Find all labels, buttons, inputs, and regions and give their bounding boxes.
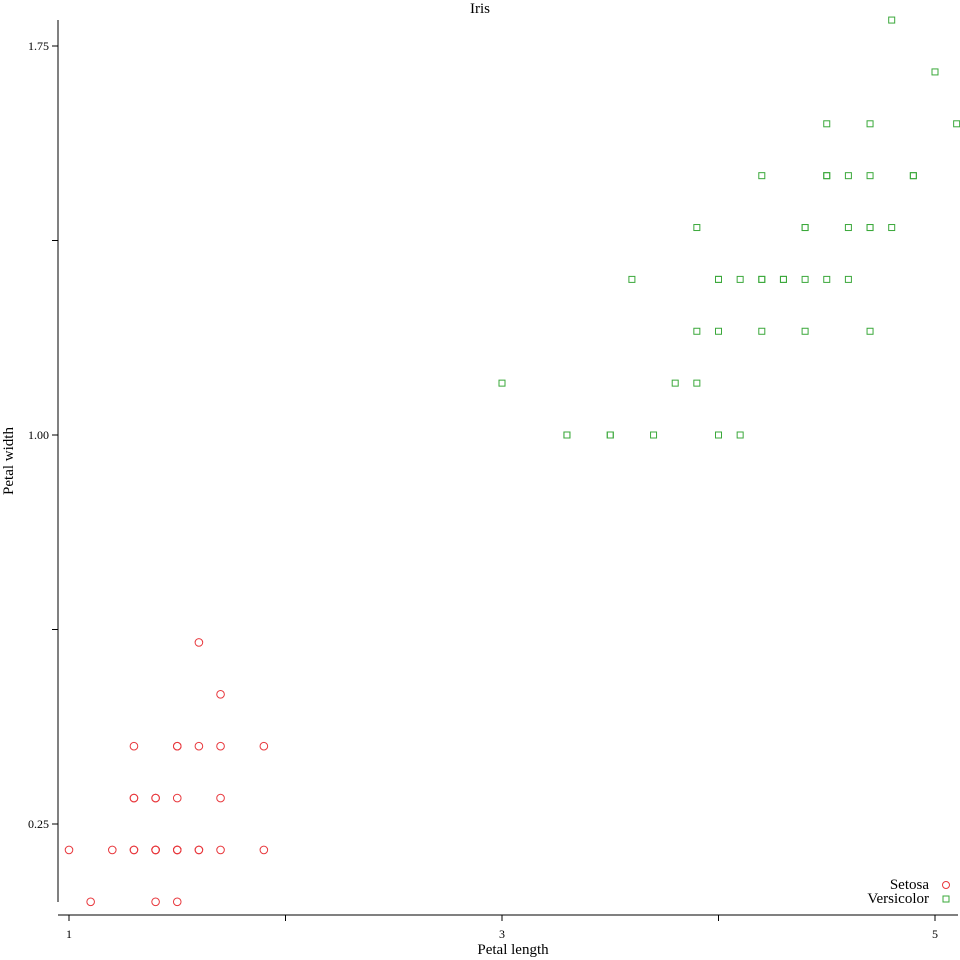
- point-setosa: [151, 793, 160, 803]
- point-versicolor: [715, 275, 722, 283]
- point-versicolor: [953, 120, 960, 128]
- x-axis-ticks: 1 3 5: [66, 915, 938, 941]
- point-versicolor: [758, 275, 766, 283]
- point-setosa: [151, 845, 160, 855]
- y-tick-label: 0.25: [28, 817, 49, 831]
- point-setosa: [194, 638, 204, 647]
- point-versicolor: [563, 431, 571, 439]
- data-points: [64, 16, 960, 907]
- point-setosa: [216, 793, 225, 803]
- point-setosa: [129, 845, 139, 855]
- point-versicolor: [823, 172, 831, 180]
- point-setosa: [86, 897, 95, 907]
- point-versicolor: [715, 431, 722, 439]
- point-versicolor: [758, 327, 766, 335]
- point-versicolor: [671, 379, 679, 387]
- point-versicolor: [715, 275, 722, 283]
- point-versicolor: [779, 275, 787, 283]
- y-tick-label: 1.75: [28, 39, 49, 53]
- point-versicolor: [779, 275, 787, 283]
- point-setosa: [172, 793, 182, 803]
- point-versicolor: [758, 275, 766, 283]
- x-tick-label: 5: [932, 927, 938, 941]
- x-axis-label: Petal length: [477, 942, 549, 958]
- point-versicolor: [888, 224, 896, 232]
- point-versicolor: [758, 172, 766, 180]
- x-tick-label: 3: [499, 927, 505, 941]
- point-versicolor: [693, 224, 701, 232]
- point-versicolor: [801, 327, 809, 335]
- point-versicolor: [693, 327, 701, 335]
- x-axis: 1 3 5: [58, 914, 958, 941]
- legend-label-versicolor: Versicolor: [867, 891, 929, 907]
- point-setosa: [216, 741, 225, 751]
- point-versicolor: [606, 431, 614, 439]
- y-axis-ticks: 0.25 1.00 1.75: [28, 39, 58, 831]
- chart-title: Iris: [470, 1, 490, 17]
- point-versicolor: [866, 120, 874, 128]
- point-versicolor: [801, 224, 809, 232]
- point-versicolor: [909, 172, 917, 180]
- point-versicolor: [888, 16, 896, 24]
- point-setosa: [194, 845, 204, 855]
- point-setosa: [129, 793, 139, 803]
- point-setosa: [259, 845, 269, 855]
- y-axis: 0.25 1.00 1.75: [28, 20, 59, 902]
- point-setosa: [194, 741, 204, 751]
- legend-marker-setosa: [942, 881, 950, 889]
- point-versicolor: [563, 431, 571, 439]
- point-versicolor: [844, 275, 852, 283]
- point-setosa: [172, 897, 182, 907]
- point-versicolor: [823, 172, 831, 180]
- point-versicolor: [736, 431, 744, 439]
- point-versicolor: [931, 68, 939, 76]
- y-tick-label: 1.00: [28, 428, 49, 442]
- point-versicolor: [823, 275, 831, 283]
- x-tick-label: 1: [66, 927, 72, 941]
- legend-label-setosa: Setosa: [890, 877, 930, 893]
- point-versicolor: [866, 327, 874, 335]
- point-versicolor: [628, 275, 636, 283]
- point-versicolor: [866, 224, 874, 232]
- point-versicolor: [909, 172, 917, 180]
- y-axis-label: Petal width: [1, 427, 17, 495]
- point-versicolor: [736, 275, 744, 283]
- point-setosa: [172, 741, 182, 751]
- point-versicolor: [801, 224, 809, 232]
- point-setosa: [151, 897, 160, 907]
- point-versicolor: [693, 379, 701, 387]
- point-versicolor: [650, 431, 658, 439]
- point-setosa: [129, 741, 139, 751]
- point-versicolor: [866, 172, 874, 180]
- point-versicolor: [801, 275, 809, 283]
- point-versicolor: [715, 327, 722, 335]
- point-setosa: [216, 690, 225, 699]
- point-versicolor: [823, 120, 831, 128]
- point-versicolor: [844, 172, 852, 180]
- point-setosa: [172, 845, 182, 855]
- legend-marker-versicolor: [942, 895, 950, 903]
- point-setosa: [259, 741, 269, 751]
- point-setosa: [64, 845, 74, 855]
- point-versicolor: [498, 379, 506, 387]
- point-versicolor: [844, 224, 852, 232]
- point-setosa: [216, 845, 225, 855]
- point-versicolor: [606, 431, 614, 439]
- point-versicolor: [866, 224, 874, 232]
- point-setosa: [108, 845, 117, 855]
- legend: Setosa Versicolor: [867, 877, 950, 907]
